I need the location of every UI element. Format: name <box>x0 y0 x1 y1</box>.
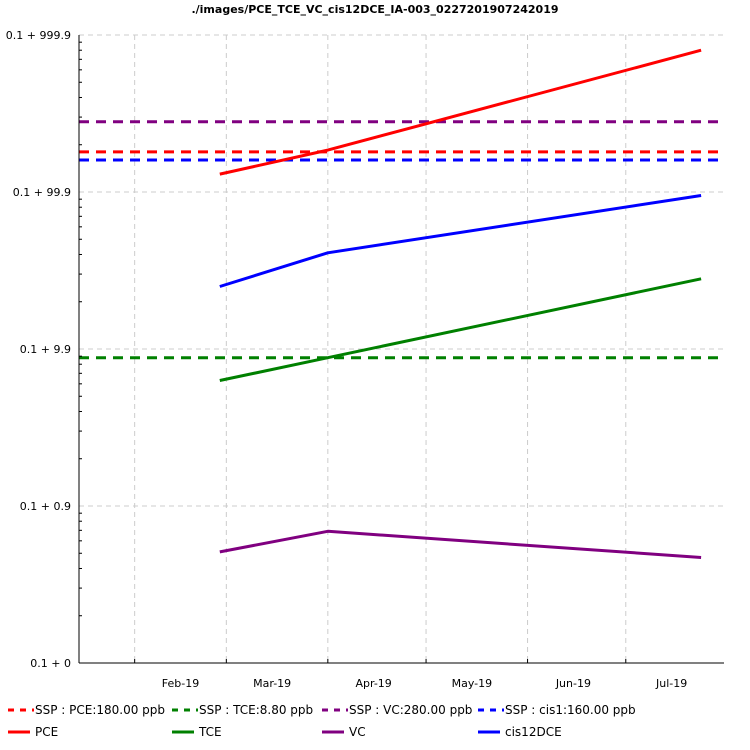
legend-label-series: cis12DCE <box>505 725 562 739</box>
chart-title: ./images/PCE_TCE_VC_cis12DCE_IA-003_0227… <box>191 3 558 16</box>
y-tick-label: 0.1 + 0 <box>30 657 71 670</box>
legend-label-threshold: SSP : TCE:8.80 ppb <box>199 703 313 717</box>
legend-label-series: PCE <box>35 725 58 739</box>
legend-label-series: TCE <box>198 725 222 739</box>
y-tick-label: 0.1 + 99.9 <box>13 186 71 199</box>
x-tick-label: May-19 <box>452 677 493 690</box>
threshold-lines <box>79 120 724 360</box>
axes: Feb-19 Mar-19 Apr-19 May-19 Jun-19 Jul-19 0.1 … <box>6 29 724 690</box>
y-tick-label: 0.1 + 999.9 <box>6 29 71 42</box>
series-lines <box>219 48 702 559</box>
legend: SSP : PCE:180.00 ppb SSP : TCE:8.80 ppb SS… <box>8 703 636 739</box>
series-line <box>219 48 702 176</box>
y-tick-label: 0.1 + 9.9 <box>20 343 71 356</box>
grid-lines <box>79 34 724 663</box>
legend-label-threshold: SSP : cis1:160.00 ppb <box>505 703 636 717</box>
y-tick-label: 0.1 + 0.9 <box>20 500 71 513</box>
x-tick-label: Apr-19 <box>356 677 392 690</box>
legend-label-threshold: SSP : PCE:180.00 ppb <box>35 703 165 717</box>
x-tick-label: Feb-19 <box>162 677 199 690</box>
x-tick-label: Jul-19 <box>655 677 687 690</box>
x-tick-label: Jun-19 <box>555 677 591 690</box>
series-line <box>219 277 702 382</box>
x-tick-label: Mar-19 <box>253 677 291 690</box>
legend-label-threshold: SSP : VC:280.00 ppb <box>349 703 472 717</box>
legend-label-series: VC <box>349 725 366 739</box>
series-line <box>219 529 702 559</box>
series-line <box>219 194 702 288</box>
